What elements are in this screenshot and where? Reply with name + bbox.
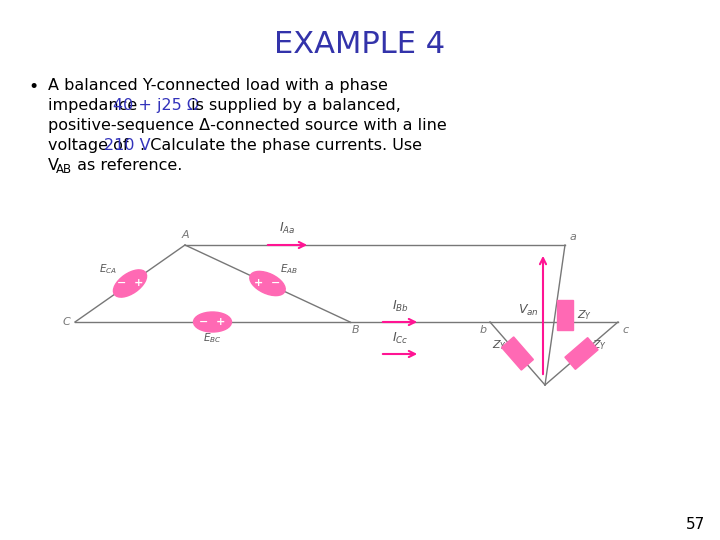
Text: $E_{CA}$: $E_{CA}$ <box>99 262 117 276</box>
Text: A: A <box>181 230 189 240</box>
Text: −  +: − + <box>199 317 225 327</box>
Text: 40 + j25 Ω: 40 + j25 Ω <box>113 98 199 113</box>
Text: $I_{Cc}$: $I_{Cc}$ <box>392 331 408 346</box>
Text: positive-sequence Δ-connected source with a line: positive-sequence Δ-connected source wit… <box>48 118 446 133</box>
Text: •: • <box>28 78 38 96</box>
Text: c: c <box>622 325 628 335</box>
Text: 210 V: 210 V <box>104 138 150 153</box>
Text: $V_{an}$: $V_{an}$ <box>518 302 539 318</box>
Bar <box>557 300 573 330</box>
Text: voltage of: voltage of <box>48 138 134 153</box>
Text: $Z_Y$: $Z_Y$ <box>577 308 592 322</box>
Bar <box>565 338 598 369</box>
Text: b: b <box>480 325 487 335</box>
Text: EXAMPLE 4: EXAMPLE 4 <box>274 30 446 59</box>
Text: A balanced Y-connected load with a phase: A balanced Y-connected load with a phase <box>48 78 388 93</box>
Text: B: B <box>352 325 359 335</box>
Text: impedance: impedance <box>48 98 143 113</box>
Text: . Calculate the phase currents. Use: . Calculate the phase currents. Use <box>140 138 422 153</box>
Text: $I_{Bb}$: $I_{Bb}$ <box>392 299 408 314</box>
Text: C: C <box>62 317 70 327</box>
Text: AB: AB <box>56 163 72 176</box>
Text: $Z_Y$: $Z_Y$ <box>492 339 507 353</box>
Text: is supplied by a balanced,: is supplied by a balanced, <box>186 98 401 113</box>
Text: +  −: + − <box>254 279 281 288</box>
Bar <box>502 337 534 370</box>
Text: V: V <box>48 158 59 173</box>
Text: as reference.: as reference. <box>72 158 182 173</box>
Text: −  +: − + <box>117 279 143 288</box>
Text: a: a <box>570 232 577 242</box>
Ellipse shape <box>114 270 147 297</box>
Ellipse shape <box>250 272 285 295</box>
Text: $I_{Aa}$: $I_{Aa}$ <box>279 221 296 236</box>
Text: $E_{BC}$: $E_{BC}$ <box>203 331 222 345</box>
Text: 57: 57 <box>685 517 705 532</box>
Text: $E_{AB}$: $E_{AB}$ <box>281 262 299 276</box>
Ellipse shape <box>194 312 232 332</box>
Text: $Z_Y$: $Z_Y$ <box>592 339 607 353</box>
